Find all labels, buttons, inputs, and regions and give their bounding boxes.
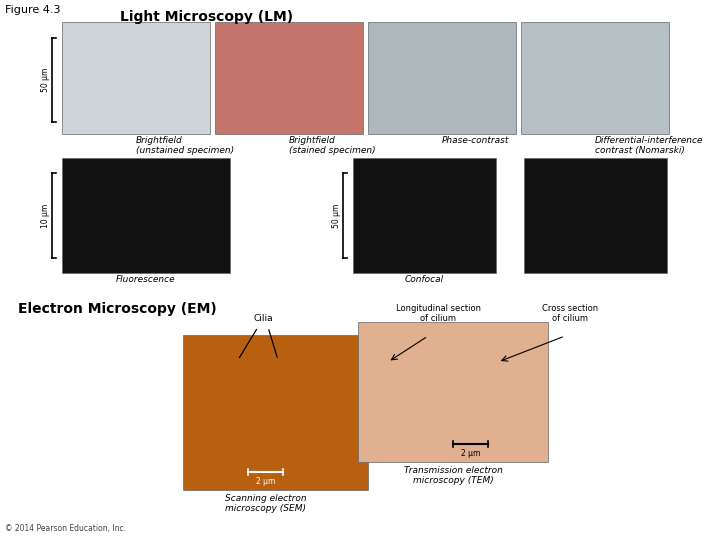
Text: Light Microscopy (LM): Light Microscopy (LM) bbox=[120, 10, 293, 24]
Bar bbox=[368, 22, 516, 134]
Text: Scanning electron
microscopy (SEM): Scanning electron microscopy (SEM) bbox=[225, 494, 306, 514]
Bar bbox=[353, 158, 496, 273]
Text: Transmission electron
microscopy (TEM): Transmission electron microscopy (TEM) bbox=[404, 466, 503, 485]
Text: Electron Microscopy (EM): Electron Microscopy (EM) bbox=[18, 302, 217, 316]
Text: © 2014 Pearson Education, Inc.: © 2014 Pearson Education, Inc. bbox=[5, 524, 126, 533]
Bar bbox=[358, 322, 548, 462]
Bar bbox=[521, 22, 669, 134]
Bar bbox=[62, 22, 210, 134]
Text: Brightfield
(unstained specimen): Brightfield (unstained specimen) bbox=[136, 136, 234, 156]
Text: 10 μm: 10 μm bbox=[41, 204, 50, 228]
Text: 2 μm: 2 μm bbox=[461, 449, 480, 458]
Text: Confocal: Confocal bbox=[405, 275, 444, 284]
Text: 2 μm: 2 μm bbox=[256, 477, 275, 486]
Text: Figure 4.3: Figure 4.3 bbox=[5, 5, 60, 15]
Text: Brightfield
(stained specimen): Brightfield (stained specimen) bbox=[289, 136, 376, 156]
Bar bbox=[183, 335, 368, 490]
Text: 50 μm: 50 μm bbox=[41, 68, 50, 92]
Bar bbox=[524, 158, 667, 273]
Text: Cilia: Cilia bbox=[253, 314, 273, 323]
Bar bbox=[215, 22, 363, 134]
Text: Fluorescence: Fluorescence bbox=[116, 275, 176, 284]
Text: Differential-interference
contrast (Nomarski): Differential-interference contrast (Noma… bbox=[595, 136, 703, 156]
Text: Phase-contrast: Phase-contrast bbox=[442, 136, 509, 145]
Text: Cross section
of cilium: Cross section of cilium bbox=[542, 304, 598, 323]
Text: Longitudinal section
of cilium: Longitudinal section of cilium bbox=[395, 304, 480, 323]
Text: 50 μm: 50 μm bbox=[332, 204, 341, 228]
Bar bbox=[62, 158, 230, 273]
